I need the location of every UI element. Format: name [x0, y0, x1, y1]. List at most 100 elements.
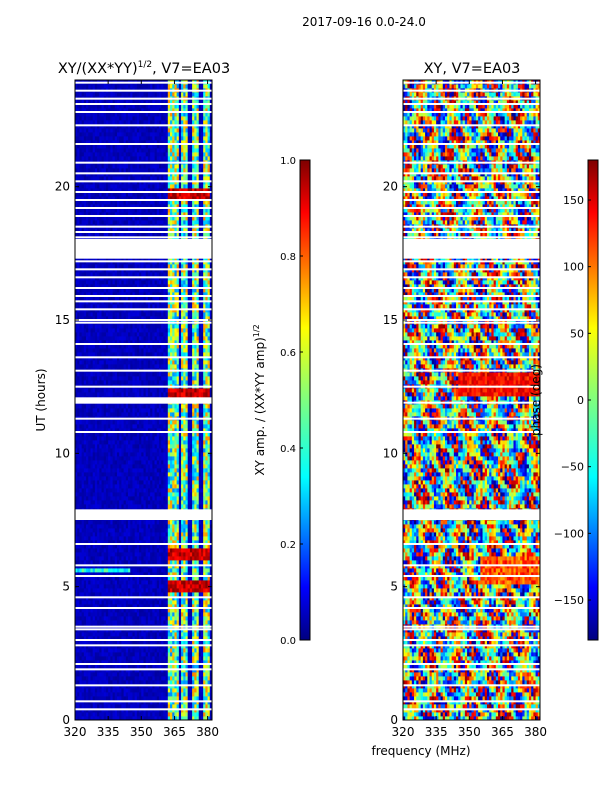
heat-cell: [121, 500, 125, 505]
heat-cell: [158, 704, 162, 709]
heat-cell: [125, 660, 129, 665]
heat-cell: [110, 680, 113, 685]
heat-cell: [136, 520, 140, 525]
heat-cell: [121, 696, 125, 701]
heat-cell: [176, 676, 180, 681]
heat-cell: [154, 500, 158, 505]
heat-cell: [92, 504, 96, 509]
heat-cell: [167, 548, 171, 553]
heat-cell: [77, 408, 80, 413]
heat-cell: [181, 588, 184, 593]
heat-cell: [207, 476, 211, 481]
heat-cell: [192, 540, 195, 545]
heat-cell: [158, 432, 162, 437]
heat-cell: [196, 412, 200, 417]
heat-cell: [165, 692, 169, 697]
heat-cell: [141, 488, 144, 493]
heat-cell: [103, 504, 107, 509]
heat-cell: [99, 572, 102, 577]
heat-cell: [130, 404, 133, 409]
heat-cell: [110, 580, 113, 585]
heat-cell: [161, 408, 164, 413]
heat-cell: [196, 652, 200, 657]
heat-cell: [163, 676, 166, 681]
heat-cell: [116, 656, 120, 661]
heat-cell: [88, 696, 91, 701]
heat-cell: [181, 488, 184, 493]
heat-cell: [130, 504, 133, 509]
heat-cell: [198, 560, 202, 565]
heat-cell: [92, 476, 96, 481]
heat-cell: [183, 652, 186, 657]
heat-cell: [207, 692, 211, 697]
heat-cell: [110, 456, 113, 461]
heat-cell: [110, 572, 113, 577]
heat-cell: [139, 716, 142, 720]
heat-cell: [156, 604, 160, 609]
heat-cell: [194, 592, 197, 597]
heat-cell: [139, 580, 142, 585]
heat-cell: [167, 572, 171, 577]
heat-cell: [77, 424, 80, 429]
heat-cell: [154, 496, 158, 501]
heat-cell: [145, 672, 149, 677]
heat-cell: [203, 412, 206, 417]
heat-cell: [205, 640, 208, 645]
heat-cell: [125, 544, 129, 549]
heat-cell: [154, 552, 158, 557]
heat-cell: [145, 540, 149, 545]
heat-cell: [209, 572, 212, 577]
heat-cell: [134, 544, 138, 549]
heat-cell: [94, 412, 98, 417]
heat-cell: [147, 456, 151, 461]
heat-cell: [81, 604, 85, 609]
heat-cell: [181, 672, 184, 677]
heat-cell: [198, 472, 202, 477]
heat-cell: [125, 712, 129, 717]
heat-cell: [143, 704, 147, 709]
heat-cell: [170, 580, 173, 585]
heat-cell: [187, 608, 191, 613]
heat-cell: [101, 552, 105, 557]
heat-cell: [143, 452, 147, 457]
heat-cell: [189, 500, 193, 505]
heat-cell: [92, 680, 96, 685]
heat-cell: [181, 568, 184, 573]
heat-cell: [105, 548, 109, 553]
heat-cell: [121, 688, 125, 693]
heat-cell: [176, 456, 180, 461]
heat-cell: [123, 500, 127, 505]
heat-cell: [174, 676, 178, 681]
heat-cell: [194, 620, 197, 625]
heat-cell: [77, 500, 80, 505]
heat-cell: [128, 712, 131, 717]
heat-cell: [174, 660, 178, 665]
heat-cell: [156, 608, 160, 613]
heat-cell: [150, 616, 153, 621]
heat-cell: [123, 716, 127, 720]
heat-cell: [94, 664, 98, 669]
heat-cell: [79, 440, 83, 445]
heat-cell: [94, 572, 98, 577]
heat-cell: [110, 616, 113, 621]
heat-cell: [189, 452, 193, 457]
heat-cell: [130, 480, 133, 485]
heat-cell: [189, 560, 193, 565]
heat-cell: [125, 656, 129, 661]
heat-cell: [77, 592, 80, 597]
heat-cell: [119, 608, 122, 613]
heat-cell: [194, 636, 197, 641]
heat-cell: [94, 672, 98, 677]
heat-cell: [119, 632, 122, 637]
heat-cell: [207, 524, 211, 529]
heat-cell: [114, 424, 118, 429]
heat-cell: [198, 528, 202, 533]
heat-cell: [145, 448, 149, 453]
heat-cell: [170, 472, 173, 477]
heat-cell: [176, 568, 180, 573]
heat-cell: [77, 664, 80, 669]
heat-cell: [167, 448, 171, 453]
heat-cell: [88, 480, 91, 485]
heat-cell: [198, 404, 202, 409]
heat-cell: [192, 440, 195, 445]
